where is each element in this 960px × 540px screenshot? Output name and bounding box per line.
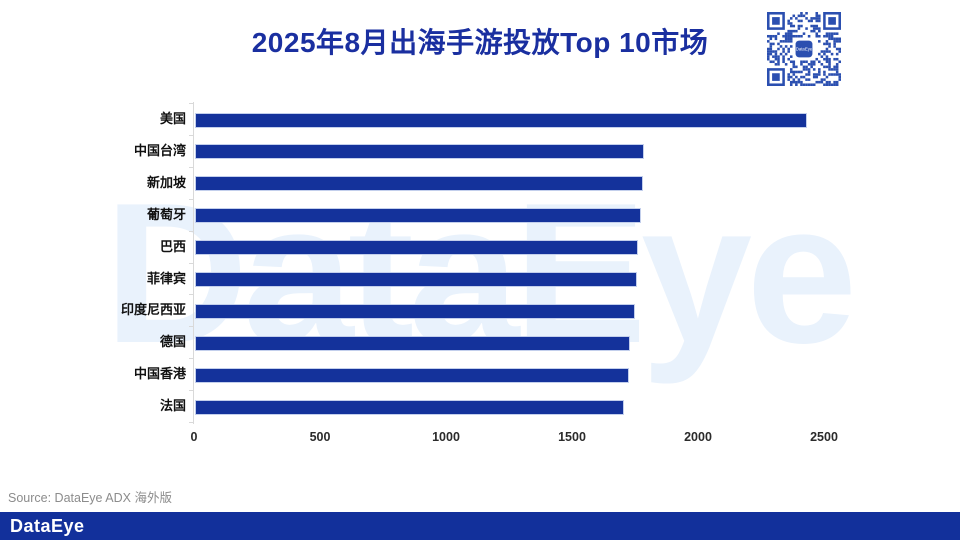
- bar: [195, 144, 644, 160]
- y-axis-tick: [189, 103, 193, 104]
- bar: [195, 112, 807, 128]
- y-axis-tick: [189, 422, 193, 423]
- category-label: 葡萄牙: [146, 206, 186, 222]
- category-label: 印度尼西亚: [120, 302, 186, 318]
- category-label: 巴西: [159, 238, 186, 254]
- category-label: 新加坡: [146, 174, 186, 190]
- y-axis-tick: [189, 199, 193, 200]
- category-label: 中国香港: [133, 366, 186, 382]
- bar: [195, 176, 643, 192]
- category-label: 美国: [159, 111, 186, 126]
- dataeye-logo: DataEye: [10, 516, 85, 536]
- bar: [195, 303, 635, 319]
- svg-text:DataEye: DataEye: [796, 47, 813, 52]
- category-label: 中国台湾: [133, 142, 186, 158]
- x-tick-label: 1000: [432, 430, 460, 444]
- bar: [195, 335, 630, 351]
- x-tick-label: 0: [190, 430, 198, 444]
- source-note: Source: DataEye ADX 海外版: [8, 491, 172, 505]
- y-axis-tick: [189, 358, 193, 359]
- bar: [195, 272, 637, 287]
- bar: [195, 240, 638, 256]
- qr-code-icon: DataEye: [767, 12, 841, 86]
- x-tick-label: 2000: [684, 430, 712, 444]
- x-tick-label: 1500: [558, 430, 586, 444]
- bar-chart: 美国中国台湾新加坡葡萄牙巴西菲律宾印度尼西亚德国中国香港法国 0 500 1000 1…: [120, 102, 838, 444]
- footer-bar: DataEye: [0, 512, 960, 540]
- y-axis-tick: [189, 294, 193, 295]
- y-axis-tick: [189, 135, 193, 136]
- category-label: 法国: [159, 398, 186, 414]
- x-tick-label: 500: [309, 430, 331, 444]
- x-tick-label: 2500: [810, 430, 838, 444]
- bar: [195, 367, 629, 383]
- category-label: 德国: [159, 334, 186, 350]
- y-axis-line: [193, 102, 194, 424]
- bar: [195, 399, 624, 415]
- y-axis-tick: [189, 326, 193, 327]
- category-label: 菲律宾: [146, 270, 186, 286]
- y-axis-tick: [189, 390, 193, 391]
- chart-title: 2025年8月出海手游投放Top 10市场: [251, 27, 709, 58]
- y-axis-tick: [189, 231, 193, 232]
- y-axis-tick: [189, 263, 193, 264]
- y-axis-tick: [189, 167, 193, 168]
- bar: [195, 208, 641, 224]
